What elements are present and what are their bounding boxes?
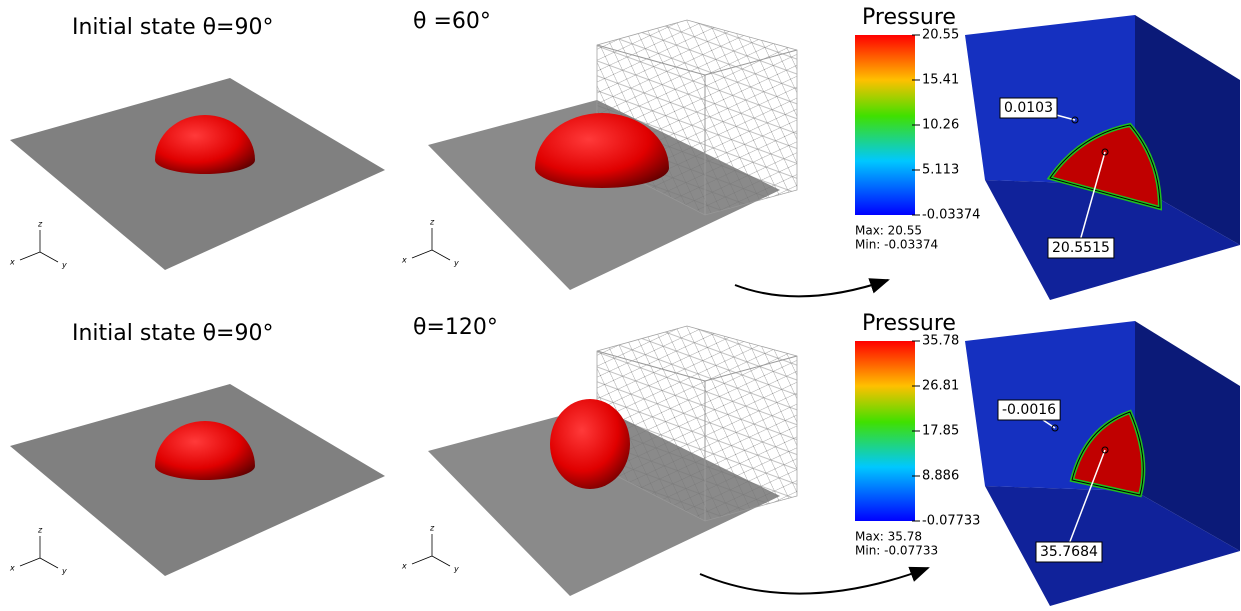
axis-triad: z x y xyxy=(401,524,459,574)
axis-label: x xyxy=(9,258,15,267)
colorbar-tick-label: 5.113 xyxy=(922,163,959,178)
colorbar-tick-label: 35.78 xyxy=(922,334,959,349)
figure: Initial state θ=90°zxyθ =60°zxyPressure2… xyxy=(0,0,1241,611)
colorbar-tick-label: 8.886 xyxy=(922,469,959,484)
probe-label: 0.0103 xyxy=(1004,100,1053,116)
axis-line xyxy=(20,252,40,260)
axis-label: x xyxy=(401,256,407,265)
colorbar-tick-label: 17.85 xyxy=(922,424,959,439)
axis-line xyxy=(412,556,432,564)
axis-label: x xyxy=(9,564,15,573)
probe-label: 20.5515 xyxy=(1052,240,1110,256)
axis-label: z xyxy=(37,220,43,229)
colorbar-tick-label: 26.81 xyxy=(922,379,959,394)
colorbar xyxy=(855,35,915,215)
probe-label: 35.7684 xyxy=(1040,544,1098,560)
colorbar-min: Min: -0.03374 xyxy=(855,238,938,252)
colorbar-title: Pressure xyxy=(862,5,956,30)
colorbar-tick-label: -0.03374 xyxy=(922,208,980,223)
axis-label: z xyxy=(429,218,435,227)
colorbar-max: Max: 35.78 xyxy=(855,530,922,544)
axis-line xyxy=(40,558,58,568)
arrow xyxy=(700,568,928,594)
axis-line xyxy=(432,556,450,566)
axis-line xyxy=(412,250,432,258)
axis-label: y xyxy=(453,565,459,574)
colorbar-tick-label: 10.26 xyxy=(922,118,959,133)
plate xyxy=(10,78,385,270)
colorbar-title: Pressure xyxy=(862,311,956,336)
axis-label: z xyxy=(37,526,43,535)
axis-triad: z x y xyxy=(401,218,459,268)
colorbar-tick-label: 15.41 xyxy=(922,73,959,88)
colorbar-max: Max: 20.55 xyxy=(855,224,922,238)
probe-label: -0.0016 xyxy=(1002,402,1056,418)
droplet xyxy=(550,399,630,489)
panel-title: θ=120° xyxy=(413,315,498,340)
panel-title: Initial state θ=90° xyxy=(72,321,273,346)
axis-line xyxy=(432,250,450,260)
axis-label: x xyxy=(401,562,407,571)
arrow xyxy=(735,280,888,296)
colorbar xyxy=(855,341,915,521)
panel-title: Initial state θ=90° xyxy=(72,15,273,40)
axis-triad: z x y xyxy=(9,526,67,576)
axis-line xyxy=(20,558,40,566)
axis-label: z xyxy=(429,524,435,533)
axis-triad: z x y xyxy=(9,220,67,270)
plate xyxy=(10,384,385,576)
panel-title: θ =60° xyxy=(413,9,491,34)
colorbar-tick-label: 20.55 xyxy=(922,28,959,43)
axis-label: y xyxy=(61,567,67,576)
axis-label: y xyxy=(453,259,459,268)
colorbar-min: Min: -0.07733 xyxy=(855,544,938,558)
colorbar-tick-label: -0.07733 xyxy=(922,514,980,529)
axis-label: y xyxy=(61,261,67,270)
axis-line xyxy=(40,252,58,262)
